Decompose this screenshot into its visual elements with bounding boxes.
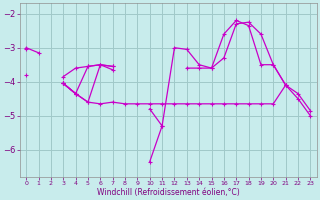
X-axis label: Windchill (Refroidissement éolien,°C): Windchill (Refroidissement éolien,°C) bbox=[97, 188, 240, 197]
